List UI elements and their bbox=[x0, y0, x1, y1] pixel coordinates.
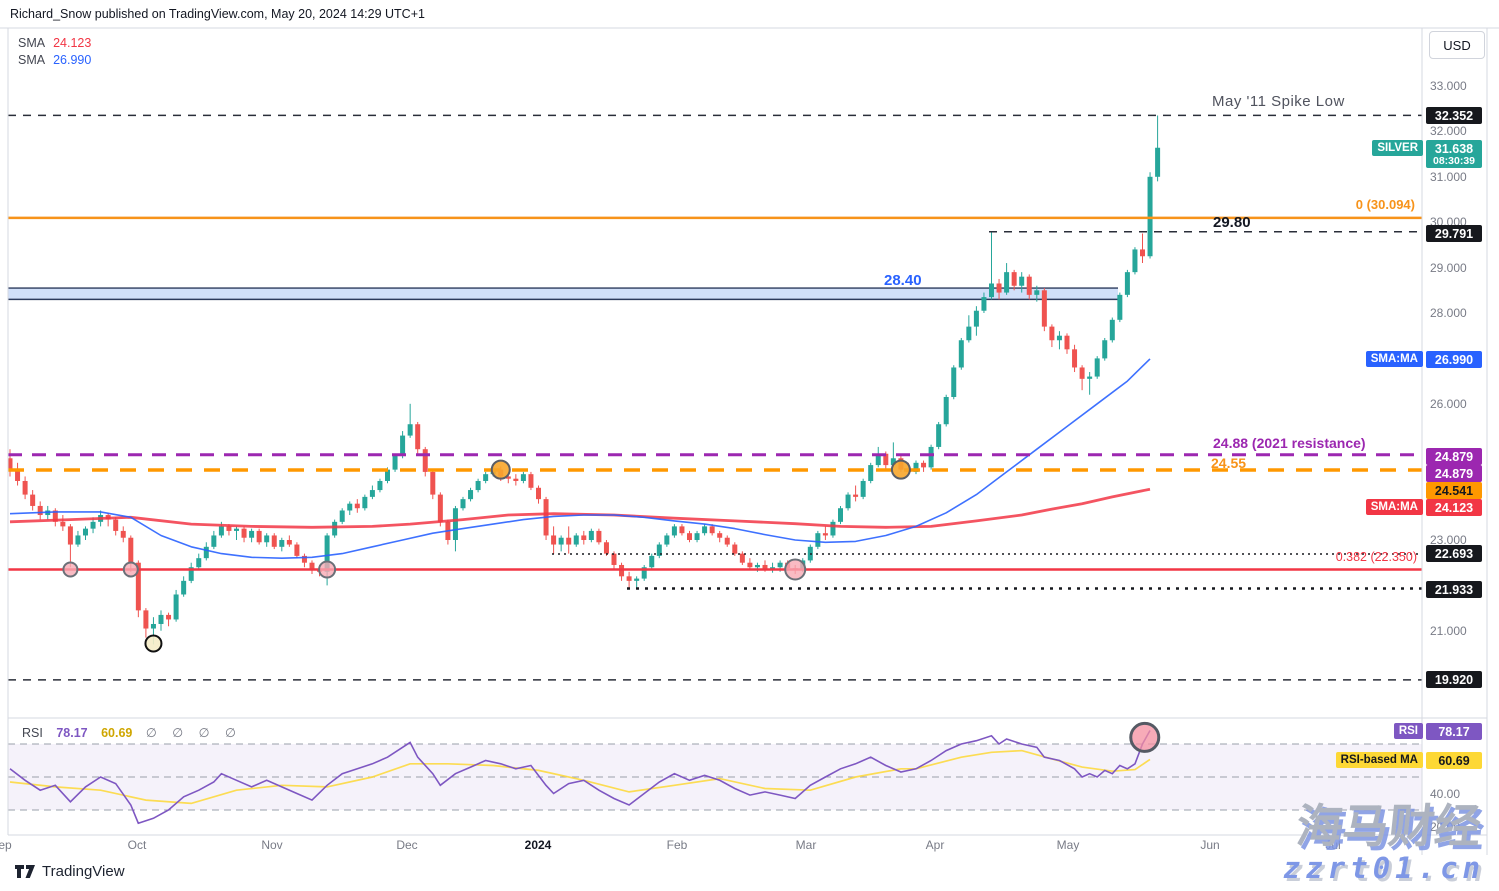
badge-value-24.879: 24.879 bbox=[1426, 448, 1482, 465]
watermark-line2: zzrt01.cn bbox=[1282, 851, 1485, 885]
badge-value-24.541: 24.541 bbox=[1426, 482, 1482, 499]
annotation-fib-zero[interactable]: 0 (30.094) bbox=[1355, 197, 1415, 212]
resistance-zone-2840[interactable] bbox=[8, 287, 1118, 301]
price-tick-20.00: 20.00 bbox=[1430, 819, 1461, 834]
time-tick-Jul: Jul bbox=[1325, 838, 1341, 852]
axis-badge-row: SMA:MA 24.123 bbox=[1365, 499, 1482, 516]
axis-badge-row: 29.791 bbox=[1426, 225, 1482, 242]
time-tick-Feb: Feb bbox=[666, 838, 688, 852]
axis-badge-row: 19.920 bbox=[1426, 671, 1482, 688]
time-tick-2024: 2024 bbox=[524, 838, 552, 852]
time-tick-Apr: Apr bbox=[925, 838, 945, 852]
axis-badge-row: 22.693 bbox=[1426, 545, 1482, 562]
annotation-resistance-2488[interactable]: 24.88 (2021 resistance) bbox=[1213, 435, 1366, 451]
rsi-hidden-values: ∅ ∅ ∅ ∅ bbox=[145, 726, 242, 740]
badge-value-24.123: 24.123 bbox=[1426, 499, 1482, 516]
legend-sma-slow[interactable]: SMA 26.990 bbox=[18, 52, 91, 69]
badge-label-SMA:MA: SMA:MA bbox=[1365, 499, 1423, 515]
badge-value-78.17: 78.17 bbox=[1426, 723, 1482, 740]
marker-circle bbox=[490, 459, 511, 480]
price-tick-26.000: 26.000 bbox=[1430, 396, 1467, 411]
axis-badge-row: SMA:MA 26.990 bbox=[1365, 351, 1482, 368]
rsi-ma-value: 60.69 bbox=[101, 726, 133, 740]
sma-blue-line[interactable] bbox=[9, 358, 1151, 559]
candlestick-series[interactable] bbox=[7, 115, 1161, 645]
badge-label-RSI: RSI bbox=[1393, 723, 1423, 739]
price-tick-23.000: 23.000 bbox=[1430, 533, 1467, 547]
axis-badge-row: SILVER 31.638 08:30:39 bbox=[1372, 140, 1482, 168]
sma-slow-value: 26.990 bbox=[53, 53, 92, 67]
time-tick-Oct: Oct bbox=[127, 838, 147, 852]
time-tick-Nov: Nov bbox=[261, 838, 283, 852]
badge-value-22.693: 22.693 bbox=[1426, 545, 1482, 562]
badge-label-SMA:MA: SMA:MA bbox=[1365, 351, 1423, 367]
currency-button[interactable]: USD bbox=[1429, 31, 1485, 59]
price-tick-31.000: 31.000 bbox=[1430, 169, 1467, 184]
sma-fast-value: 24.123 bbox=[53, 36, 92, 50]
badge-label-SILVER: SILVER bbox=[1372, 140, 1423, 156]
axis-badge-row: 24.879 bbox=[1426, 465, 1482, 482]
rsi-legend[interactable]: RSI 78.17 60.69 ∅ ∅ ∅ ∅ bbox=[22, 725, 242, 740]
rsi-label: RSI bbox=[22, 726, 43, 740]
axis-badge-row: 32.352 bbox=[1426, 107, 1482, 124]
chart-borders bbox=[0, 27, 1499, 855]
annotation-may11-spike-low[interactable]: May '11 Spike Low bbox=[1212, 93, 1345, 110]
axis-badge-row: 24.879 bbox=[1426, 448, 1482, 465]
axis-badge-row: 21.933 bbox=[1426, 581, 1482, 598]
badge-value-26.990: 26.990 bbox=[1426, 351, 1482, 368]
badge-value-19.920: 19.920 bbox=[1426, 671, 1482, 688]
tradingview-branding[interactable]: TradingView bbox=[14, 863, 125, 880]
marker-circle bbox=[144, 634, 163, 653]
publish-title: Richard_Snow published on TradingView.co… bbox=[10, 7, 425, 21]
price-tick-40.00: 40.00 bbox=[1430, 786, 1461, 801]
rsi-marker-circle[interactable] bbox=[1129, 721, 1161, 753]
watermark-line1: 海马财经 bbox=[1293, 799, 1484, 853]
axis-badge-row: RSI 78.17 bbox=[1393, 723, 1482, 740]
time-tick-Sep: Sep bbox=[0, 838, 12, 852]
rsi-line[interactable] bbox=[9, 730, 1151, 825]
price-tick-21.000: 21.000 bbox=[1430, 623, 1467, 638]
annotation-fib-382[interactable]: 0.382 (22.350) bbox=[1335, 550, 1417, 564]
time-tick-Mar: Mar bbox=[795, 838, 817, 852]
rsi-value: 78.17 bbox=[56, 726, 88, 740]
marker-circle bbox=[122, 561, 139, 578]
sma-red-line[interactable] bbox=[9, 487, 1151, 529]
price-tick-28.000: 28.000 bbox=[1430, 306, 1467, 320]
badge-value-32.352: 32.352 bbox=[1426, 107, 1482, 124]
sma-slow-label: SMA bbox=[18, 53, 46, 67]
annotation-level-2980[interactable]: 29.80 bbox=[1213, 214, 1251, 231]
marker-circle bbox=[62, 561, 79, 578]
marker-circle bbox=[784, 558, 807, 581]
time-tick-Dec: Dec bbox=[396, 838, 418, 852]
indicator-legend: SMA 24.123 SMA 26.990 bbox=[18, 35, 91, 69]
marker-circle bbox=[318, 560, 337, 579]
axis-badge-row: 24.541 bbox=[1426, 482, 1482, 499]
legend-sma-fast[interactable]: SMA 24.123 bbox=[18, 35, 91, 52]
rsi-pane[interactable] bbox=[8, 743, 1422, 811]
badge-value-24.879: 24.879 bbox=[1426, 465, 1482, 482]
badge-value-31.638: 31.638 08:30:39 bbox=[1426, 140, 1482, 168]
annotation-level-2455[interactable]: 24.55 bbox=[1211, 455, 1247, 471]
price-tick-32.000: 32.000 bbox=[1430, 124, 1467, 139]
badge-value-21.933: 21.933 bbox=[1426, 581, 1482, 598]
axis-badge-row: RSI-based MA 60.69 bbox=[1335, 752, 1482, 769]
badge-value-29.791: 29.791 bbox=[1426, 225, 1482, 242]
price-levels[interactable] bbox=[8, 114, 1422, 681]
sma-fast-label: SMA bbox=[18, 36, 46, 50]
annotation-level-2840[interactable]: 28.40 bbox=[884, 272, 922, 289]
price-tick-33.000: 33.000 bbox=[1430, 79, 1467, 93]
time-tick-May: May bbox=[1056, 838, 1080, 852]
price-tick-29.000: 29.000 bbox=[1430, 260, 1467, 275]
tradingview-logo-text: TradingView bbox=[42, 863, 125, 880]
event-markers[interactable] bbox=[62, 459, 911, 653]
tradingview-logo-icon bbox=[15, 865, 35, 878]
badge-label-RSI-based MA: RSI-based MA bbox=[1335, 752, 1423, 768]
marker-circle bbox=[890, 459, 911, 480]
badge-value-60.69: 60.69 bbox=[1426, 752, 1482, 769]
badge-countdown: 08:30:39 bbox=[1432, 154, 1476, 167]
time-tick-Jun: Jun bbox=[1200, 838, 1220, 852]
